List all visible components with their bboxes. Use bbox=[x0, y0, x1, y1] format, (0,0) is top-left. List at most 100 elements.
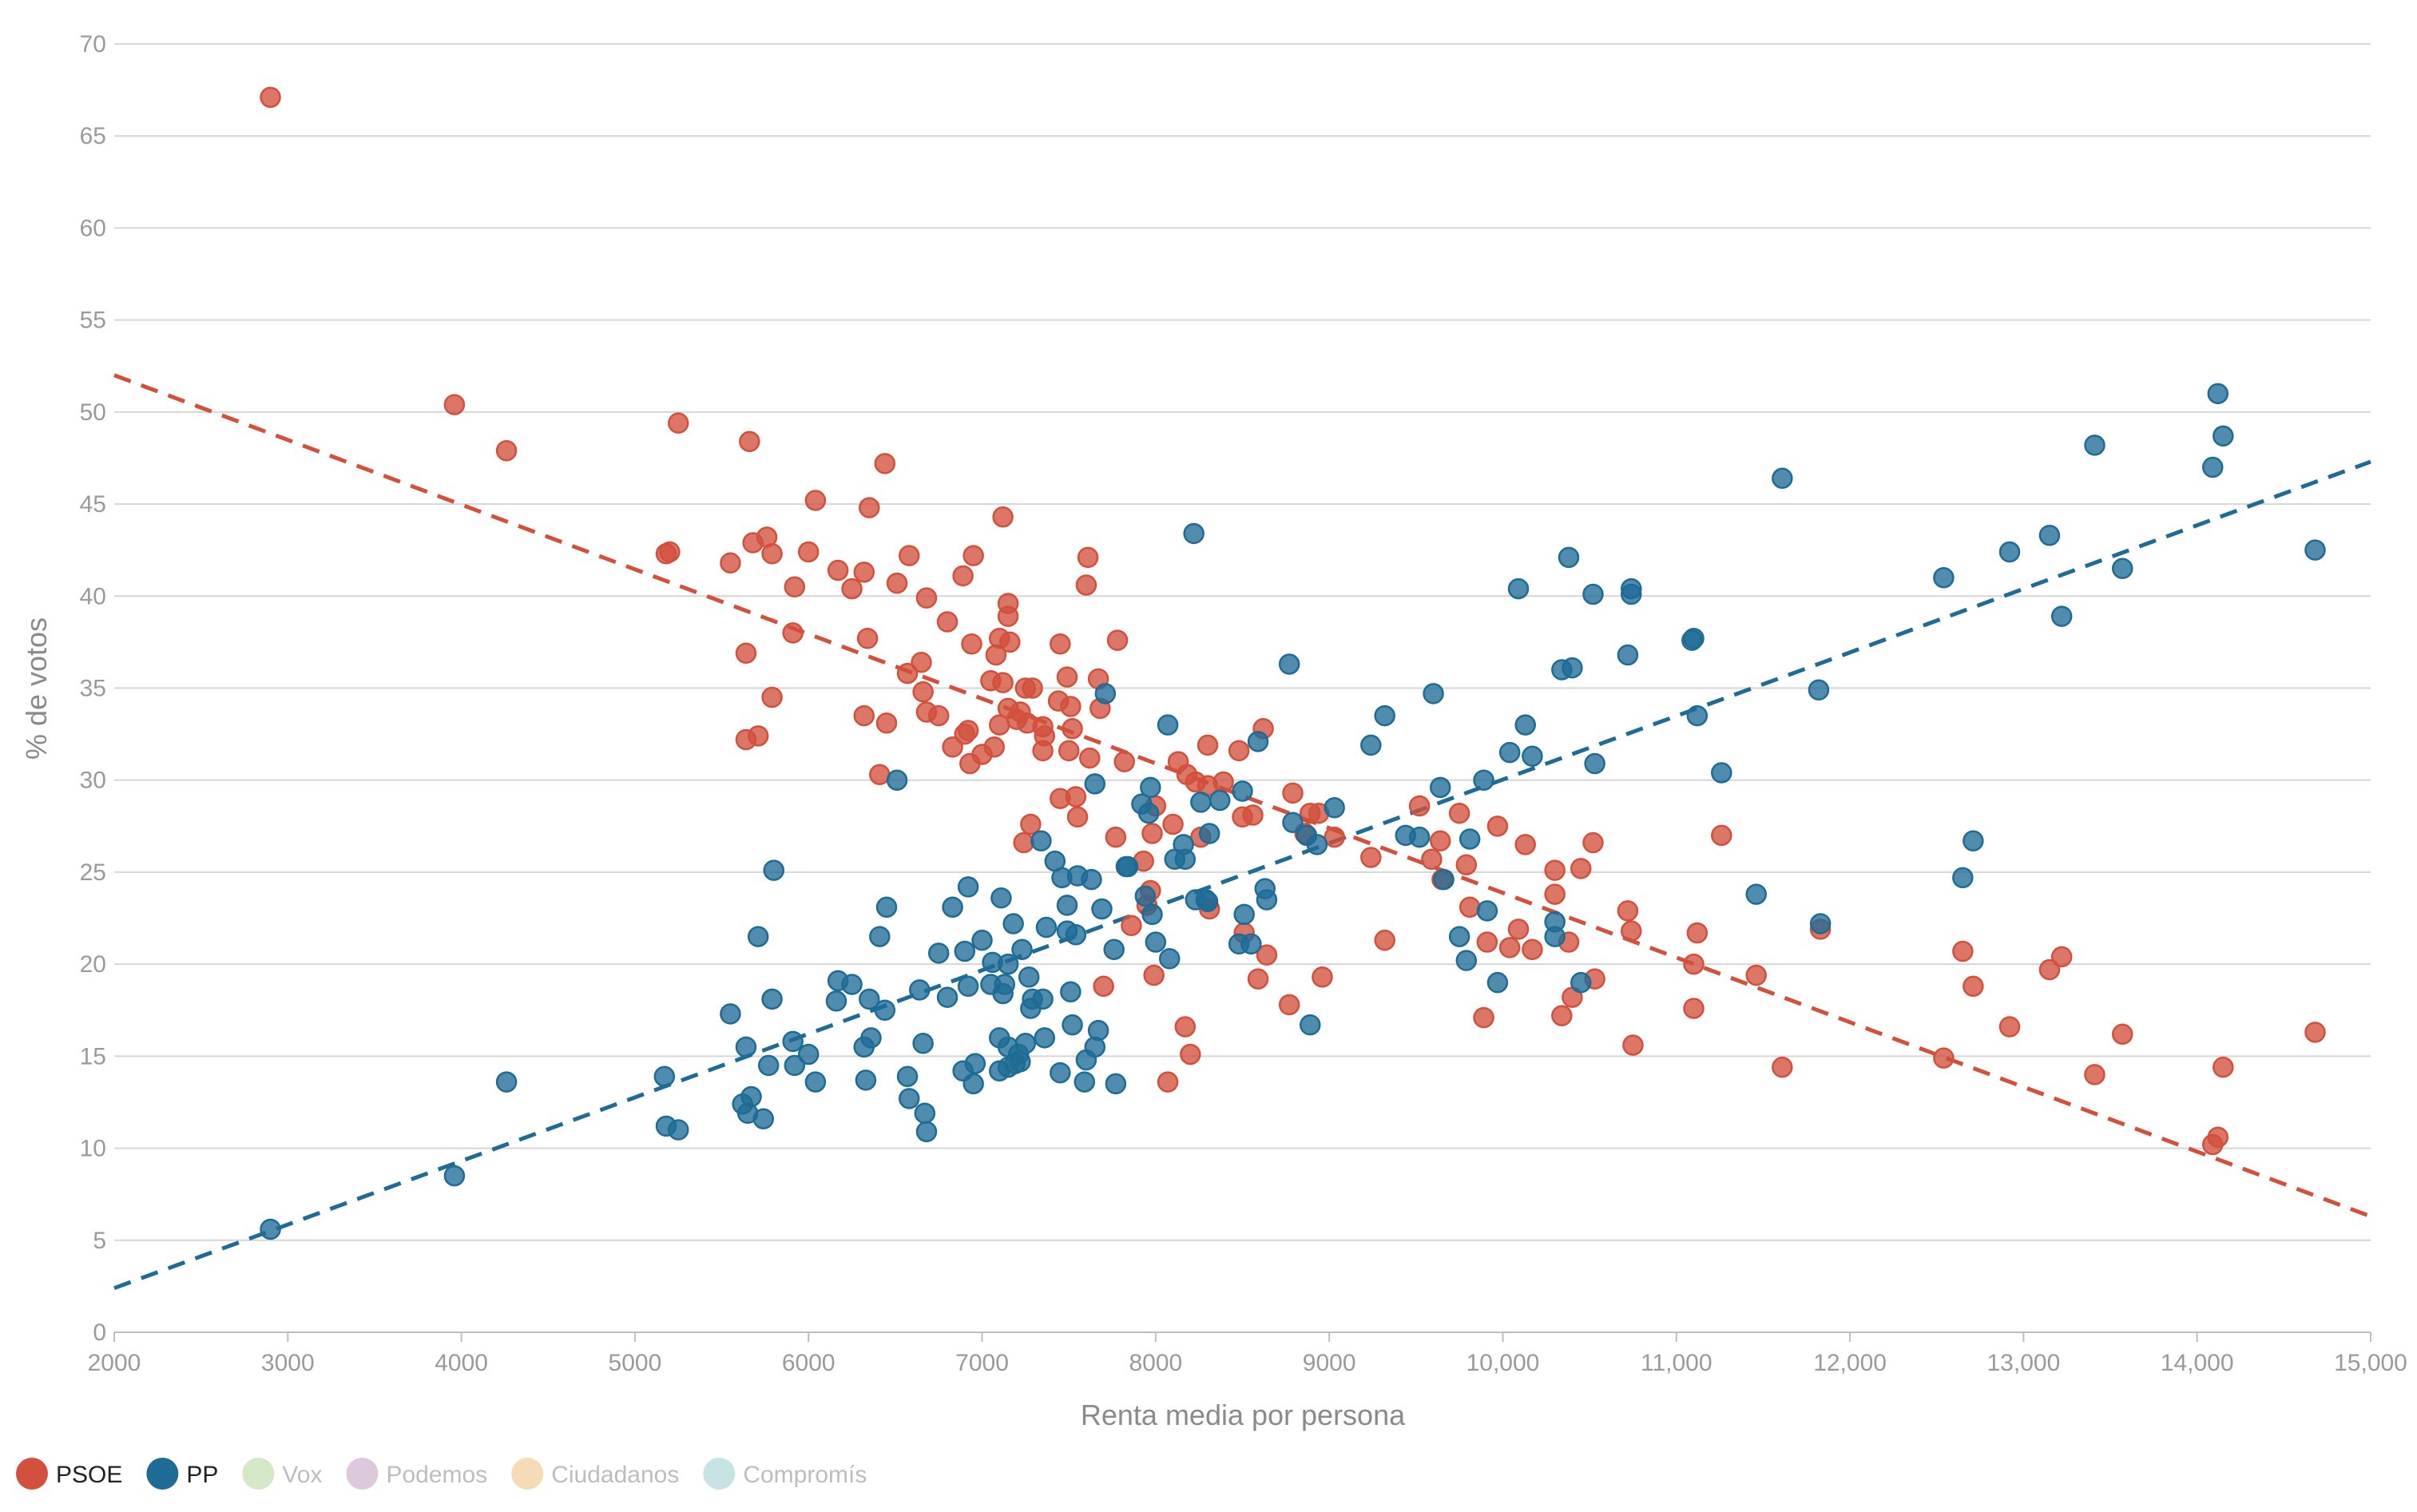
data-point-psoe[interactable] bbox=[495, 439, 518, 462]
data-point-psoe[interactable] bbox=[1143, 964, 1165, 986]
data-point-psoe[interactable] bbox=[1020, 813, 1042, 835]
data-point-pp[interactable] bbox=[1408, 826, 1431, 848]
data-point-psoe[interactable] bbox=[927, 704, 950, 727]
data-point-psoe[interactable] bbox=[911, 651, 932, 673]
data-point-psoe[interactable] bbox=[1498, 937, 1521, 958]
data-point-psoe[interactable] bbox=[1933, 1047, 1955, 1069]
data-point-pp[interactable] bbox=[1952, 867, 1974, 889]
data-point-pp[interactable] bbox=[1032, 988, 1054, 1010]
data-point-pp[interactable] bbox=[2038, 524, 2061, 546]
data-point-pp[interactable] bbox=[1282, 812, 1304, 833]
data-point-psoe[interactable] bbox=[1162, 813, 1184, 835]
data-point-psoe[interactable] bbox=[1448, 802, 1470, 824]
data-point-psoe[interactable] bbox=[1174, 1016, 1197, 1038]
data-point-psoe[interactable] bbox=[983, 736, 1005, 758]
data-point-pp[interactable] bbox=[2213, 425, 2234, 447]
data-point-pp[interactable] bbox=[1134, 885, 1157, 907]
data-point-psoe[interactable] bbox=[1421, 848, 1443, 871]
data-point-psoe[interactable] bbox=[1622, 1034, 1644, 1056]
data-point-psoe[interactable] bbox=[2213, 1056, 2234, 1078]
data-point-psoe[interactable] bbox=[915, 587, 938, 609]
data-point-psoe[interactable] bbox=[2304, 1022, 2326, 1043]
data-point-psoe[interactable] bbox=[1374, 929, 1395, 951]
data-point-psoe[interactable] bbox=[2050, 946, 2073, 968]
data-point-pp[interactable] bbox=[1300, 1014, 1321, 1036]
data-point-psoe[interactable] bbox=[936, 611, 958, 633]
data-point-pp[interactable] bbox=[860, 1027, 882, 1049]
data-point-psoe[interactable] bbox=[827, 559, 849, 581]
data-point-pp[interactable] bbox=[1433, 868, 1455, 891]
data-point-pp[interactable] bbox=[1014, 1032, 1037, 1054]
data-point-pp[interactable] bbox=[1209, 789, 1231, 812]
data-point-psoe[interactable] bbox=[1113, 751, 1135, 772]
data-point-psoe[interactable] bbox=[841, 577, 863, 600]
data-point-pp[interactable] bbox=[874, 999, 896, 1021]
data-point-pp[interactable] bbox=[1103, 939, 1125, 960]
data-point-psoe[interactable] bbox=[886, 572, 908, 594]
data-point-psoe[interactable] bbox=[997, 605, 1019, 627]
data-point-psoe[interactable] bbox=[1060, 696, 1081, 717]
data-point-psoe[interactable] bbox=[1617, 900, 1639, 922]
data-point-pp[interactable] bbox=[1084, 773, 1106, 795]
data-point-psoe[interactable] bbox=[1683, 998, 1705, 1019]
data-point-pp[interactable] bbox=[1617, 644, 1639, 666]
data-point-psoe[interactable] bbox=[784, 576, 806, 598]
data-point-pp[interactable] bbox=[740, 1085, 762, 1108]
data-point-psoe[interactable] bbox=[1180, 1043, 1201, 1066]
data-point-psoe[interactable] bbox=[260, 86, 281, 109]
data-point-psoe[interactable] bbox=[896, 662, 919, 685]
data-point-psoe[interactable] bbox=[1711, 824, 1732, 847]
data-point-pp[interactable] bbox=[896, 1066, 919, 1087]
data-point-pp[interactable] bbox=[260, 1218, 281, 1240]
data-point-pp[interactable] bbox=[875, 896, 898, 918]
data-point-pp[interactable] bbox=[1060, 981, 1081, 1002]
data-point-pp[interactable] bbox=[899, 1088, 920, 1109]
data-point-pp[interactable] bbox=[1157, 714, 1179, 736]
data-point-psoe[interactable] bbox=[1197, 734, 1219, 756]
data-point-psoe[interactable] bbox=[1212, 771, 1234, 793]
data-point-pp[interactable] bbox=[1933, 566, 1955, 589]
data-point-pp[interactable] bbox=[1459, 828, 1481, 850]
data-point-pp[interactable] bbox=[994, 974, 1016, 995]
data-point-pp[interactable] bbox=[997, 953, 1019, 975]
data-point-pp[interactable] bbox=[2084, 435, 2105, 456]
data-point-psoe[interactable] bbox=[1157, 1071, 1179, 1093]
data-point-psoe[interactable] bbox=[961, 633, 982, 655]
data-point-pp[interactable] bbox=[1010, 1051, 1031, 1073]
data-point-pp[interactable] bbox=[761, 988, 783, 1010]
data-point-psoe[interactable] bbox=[962, 545, 984, 566]
data-point-psoe[interactable] bbox=[874, 453, 896, 474]
data-point-pp[interactable] bbox=[2304, 539, 2326, 561]
data-point-pp[interactable] bbox=[1772, 467, 1793, 490]
data-point-pp[interactable] bbox=[1306, 834, 1328, 855]
data-point-psoe[interactable] bbox=[957, 720, 979, 741]
data-point-pp[interactable] bbox=[1105, 1073, 1127, 1095]
data-point-pp[interactable] bbox=[653, 1066, 676, 1087]
data-point-pp[interactable] bbox=[1683, 628, 1705, 649]
data-point-pp[interactable] bbox=[1094, 683, 1117, 704]
data-point-pp[interactable] bbox=[825, 990, 847, 1012]
data-point-psoe[interactable] bbox=[1473, 1006, 1494, 1029]
data-point-psoe[interactable] bbox=[1745, 964, 1767, 986]
data-point-pp[interactable] bbox=[1455, 950, 1478, 971]
data-point-psoe[interactable] bbox=[1105, 826, 1127, 848]
data-point-pp[interactable] bbox=[797, 1043, 820, 1066]
data-point-psoe[interactable] bbox=[1062, 717, 1083, 740]
data-point-pp[interactable] bbox=[1809, 913, 1832, 935]
data-point-pp[interactable] bbox=[1247, 731, 1269, 752]
legend-item-compromís[interactable]: Compromís bbox=[703, 1458, 867, 1490]
data-point-psoe[interactable] bbox=[1360, 847, 1382, 868]
data-point-psoe[interactable] bbox=[992, 506, 1014, 528]
data-point-psoe[interactable] bbox=[1459, 896, 1481, 918]
data-point-psoe[interactable] bbox=[1077, 546, 1099, 569]
data-point-pp[interactable] bbox=[1448, 926, 1470, 947]
data-point-pp[interactable] bbox=[1081, 868, 1102, 891]
data-point-pp[interactable] bbox=[1137, 802, 1160, 824]
data-point-psoe[interactable] bbox=[1621, 920, 1642, 942]
data-point-pp[interactable] bbox=[1197, 891, 1219, 913]
data-point-psoe[interactable] bbox=[1507, 919, 1530, 940]
data-point-pp[interactable] bbox=[1570, 971, 1592, 994]
data-point-psoe[interactable] bbox=[1050, 633, 1071, 655]
data-point-psoe[interactable] bbox=[1455, 854, 1478, 875]
data-point-pp[interactable] bbox=[990, 887, 1012, 909]
